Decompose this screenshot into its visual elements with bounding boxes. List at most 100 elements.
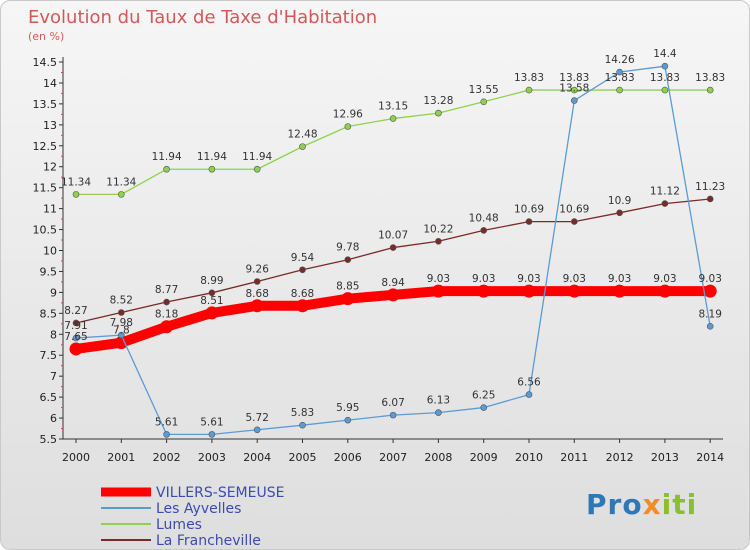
- data-label: 8.27: [64, 305, 87, 317]
- y-tick-label: 13: [43, 119, 57, 132]
- y-tick-label: 9: [50, 286, 57, 299]
- data-point: [299, 266, 306, 274]
- data-point: [253, 165, 261, 173]
- proxiti-logo: Proxiti: [586, 488, 697, 521]
- y-tick-label: 5.5: [40, 433, 58, 446]
- data-point: [703, 284, 717, 298]
- data-label: 11.94: [197, 151, 227, 163]
- data-point: [480, 227, 488, 234]
- data-point: [344, 123, 352, 130]
- data-label: 10.22: [423, 223, 453, 235]
- data-label: 7.8: [113, 325, 130, 337]
- data-point: [205, 306, 219, 320]
- legend-label: La Francheville: [156, 533, 261, 549]
- data-label: 9.03: [427, 273, 450, 285]
- data-point: [118, 191, 125, 198]
- logo-part-3: iti: [661, 488, 698, 521]
- data-label: 9.03: [472, 273, 495, 285]
- data-label: 9.03: [608, 273, 631, 285]
- data-label: 10.9: [608, 195, 631, 207]
- data-label: 9.78: [336, 242, 359, 254]
- x-tick-label: 2009: [470, 451, 498, 464]
- data-point: [658, 284, 672, 298]
- data-label: 13.58: [559, 83, 589, 95]
- data-point: [613, 284, 627, 298]
- x-tick-label: 2000: [62, 451, 90, 464]
- data-point: [570, 218, 578, 225]
- data-point: [661, 62, 669, 70]
- data-point: [253, 278, 261, 285]
- logo-part-2: x: [642, 488, 662, 521]
- data-label: 13.55: [469, 84, 499, 96]
- y-tick-label: 9.5: [40, 265, 58, 278]
- data-point: [616, 68, 623, 76]
- data-label: 7.65: [64, 331, 87, 343]
- y-tick-label: 10.5: [33, 224, 58, 237]
- data-point: [480, 404, 488, 411]
- data-point: [389, 411, 397, 419]
- data-point: [72, 334, 80, 342]
- x-tick-label: 2007: [379, 451, 407, 464]
- data-point: [525, 86, 533, 94]
- data-label: 10.48: [469, 212, 499, 224]
- data-label: 5.61: [200, 416, 223, 428]
- data-point: [69, 342, 83, 356]
- data-point: [344, 256, 352, 264]
- data-label: 9.03: [653, 273, 676, 285]
- data-point: [477, 284, 491, 298]
- data-point: [163, 298, 170, 306]
- y-tick-label: 7: [50, 370, 57, 383]
- data-label: 9.54: [291, 252, 315, 264]
- data-label: 8.68: [291, 288, 314, 300]
- data-label: 9.03: [517, 273, 540, 285]
- data-point: [341, 292, 355, 306]
- y-tick-label: 14: [43, 77, 57, 90]
- y-tick-label: 8: [50, 328, 57, 341]
- data-label: 13.15: [378, 101, 408, 113]
- data-point: [616, 86, 623, 94]
- data-label: 11.34: [106, 176, 136, 188]
- data-point: [208, 431, 216, 438]
- y-tick-label: 7.5: [40, 349, 58, 362]
- data-label: 12.48: [287, 129, 317, 141]
- data-point: [118, 331, 125, 339]
- data-point: [208, 289, 216, 297]
- data-point: [389, 244, 397, 251]
- data-label: 5.95: [336, 402, 359, 414]
- x-tick-label: 2001: [107, 451, 135, 464]
- y-tick-label: 12.5: [33, 140, 58, 153]
- data-label: 11.12: [650, 186, 680, 198]
- series-line-3: [75, 198, 711, 324]
- data-point: [431, 284, 445, 298]
- data-label: 7.91: [64, 320, 87, 332]
- y-tick-label: 10: [43, 245, 57, 258]
- data-point: [525, 391, 533, 398]
- y-tick-label: 6: [50, 412, 57, 425]
- y-tick-label: 6.5: [40, 391, 58, 404]
- data-label: 11.94: [152, 151, 182, 163]
- legend-label: Les Ayvelles: [156, 501, 241, 517]
- data-label: 6.13: [427, 395, 450, 407]
- x-tick-label: 2011: [560, 451, 588, 464]
- data-point: [114, 336, 128, 350]
- y-tick-label: 11.5: [33, 182, 58, 195]
- data-label: 8.94: [381, 277, 405, 289]
- data-label: 7.98: [110, 317, 133, 329]
- y-tick-label: 8.5: [40, 307, 58, 320]
- y-tick-label: 14.5: [33, 56, 58, 69]
- data-label: 8.18: [155, 309, 178, 321]
- data-point: [253, 426, 261, 434]
- data-label: 5.83: [291, 407, 314, 419]
- logo-part-1: Pro: [586, 488, 643, 521]
- data-label: 8.19: [699, 308, 722, 320]
- data-point: [163, 165, 170, 173]
- data-point: [706, 86, 714, 94]
- data-point: [160, 320, 174, 334]
- chart-title: Evolution du Taux de Taxe d'Habitation: [28, 7, 378, 28]
- data-label: 14.26: [605, 54, 635, 66]
- data-point: [706, 323, 714, 330]
- x-tick-label: 2002: [153, 451, 181, 464]
- data-label: 11.34: [61, 176, 91, 188]
